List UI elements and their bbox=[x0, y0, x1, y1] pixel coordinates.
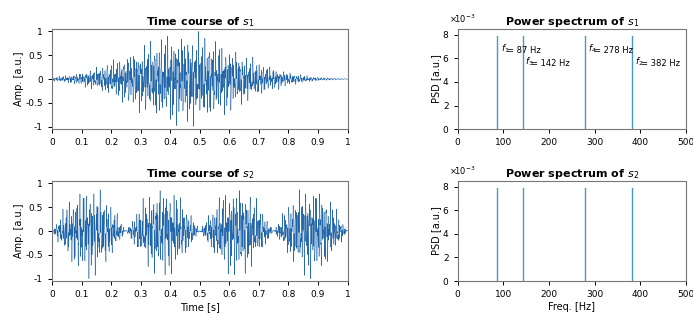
Text: $f_2$: $f_2$ bbox=[635, 55, 644, 68]
Title: Power spectrum of $s_2$: Power spectrum of $s_2$ bbox=[505, 167, 639, 181]
X-axis label: Freq. [Hz]: Freq. [Hz] bbox=[548, 302, 595, 312]
Text: $\times\!10^{-3}$: $\times\!10^{-3}$ bbox=[448, 165, 475, 177]
Title: Time course of $s_1$: Time course of $s_1$ bbox=[146, 15, 254, 29]
Y-axis label: PSD [a.u.]: PSD [a.u.] bbox=[432, 55, 441, 103]
Y-axis label: Amp. [a.u.]: Amp. [a.u.] bbox=[14, 204, 24, 258]
Text: = 278 Hz: = 278 Hz bbox=[594, 46, 633, 55]
Y-axis label: PSD [a.u.]: PSD [a.u.] bbox=[432, 207, 441, 255]
Text: = 87 Hz: = 87 Hz bbox=[507, 46, 541, 55]
Text: $f_4$: $f_4$ bbox=[588, 42, 597, 55]
Text: = 382 Hz: = 382 Hz bbox=[641, 59, 680, 68]
Title: Power spectrum of $s_1$: Power spectrum of $s_1$ bbox=[505, 15, 639, 29]
Text: $\times\!10^{-3}$: $\times\!10^{-3}$ bbox=[448, 13, 475, 25]
Title: Time course of $s_2$: Time course of $s_2$ bbox=[146, 167, 254, 181]
Text: = 142 Hz: = 142 Hz bbox=[532, 59, 570, 68]
Text: $f_3$: $f_3$ bbox=[525, 55, 534, 68]
Y-axis label: Amp. [a.u.]: Amp. [a.u.] bbox=[14, 52, 24, 106]
Text: $f_1$: $f_1$ bbox=[501, 42, 510, 55]
X-axis label: Time [s]: Time [s] bbox=[180, 302, 220, 312]
